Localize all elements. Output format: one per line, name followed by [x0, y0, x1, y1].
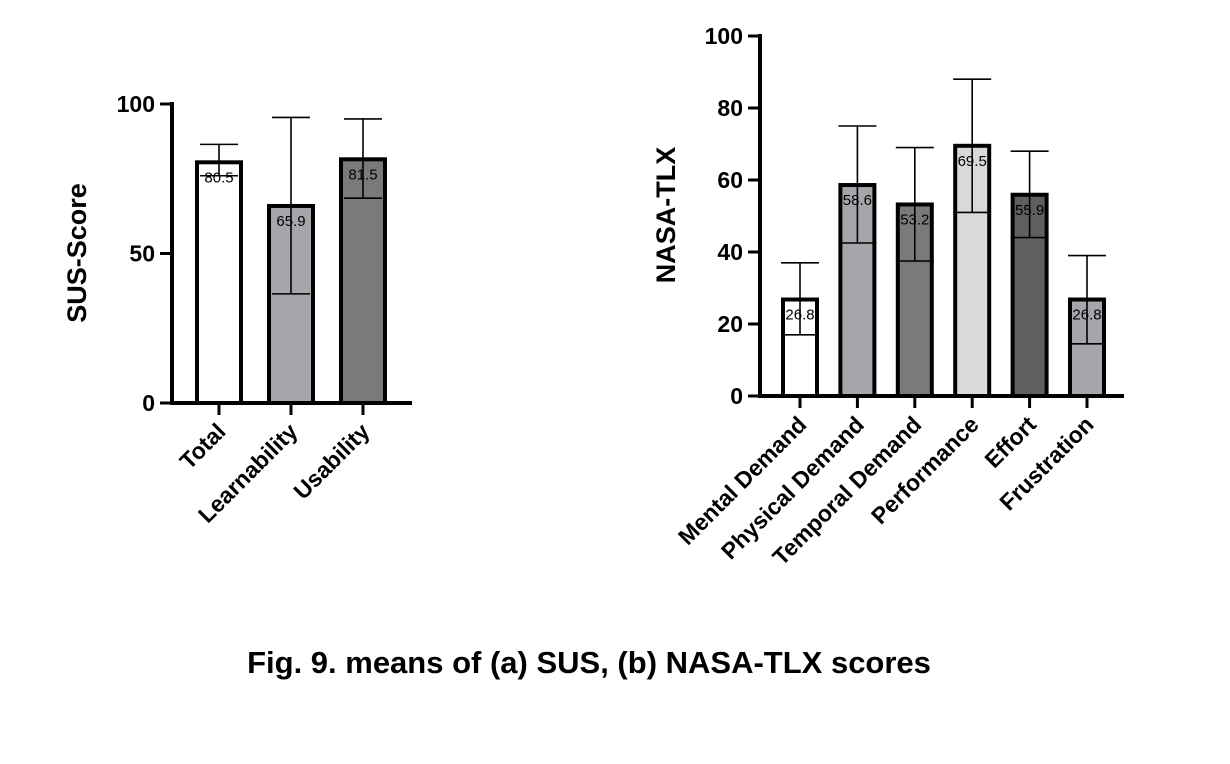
y-tick-label: 80 [717, 95, 743, 121]
data-label: 69.5 [958, 153, 987, 170]
y-tick-label: 50 [129, 241, 155, 267]
data-label: 81.5 [348, 166, 377, 183]
y-tick-label: 100 [117, 91, 155, 117]
y-tick-label: 0 [142, 390, 155, 416]
data-label: 80.5 [204, 169, 233, 186]
y-axis-title: NASA-TLX [651, 147, 681, 284]
data-label: 53.2 [900, 211, 929, 228]
y-tick-label: 40 [717, 239, 743, 265]
figure-caption: Fig. 9. means of (a) SUS, (b) NASA-TLX s… [247, 645, 931, 680]
bar [195, 160, 243, 405]
y-tick-label: 60 [717, 167, 743, 193]
data-label: 26.8 [785, 307, 814, 324]
y-tick-label: 20 [717, 311, 743, 337]
data-label: 58.6 [843, 192, 872, 209]
data-label: 26.8 [1072, 307, 1101, 324]
data-label: 65.9 [276, 213, 305, 230]
y-tick-label: 100 [705, 23, 743, 49]
data-label: 55.9 [1015, 202, 1044, 219]
y-tick-label: 0 [730, 383, 743, 409]
y-axis-title: SUS-Score [62, 183, 92, 323]
